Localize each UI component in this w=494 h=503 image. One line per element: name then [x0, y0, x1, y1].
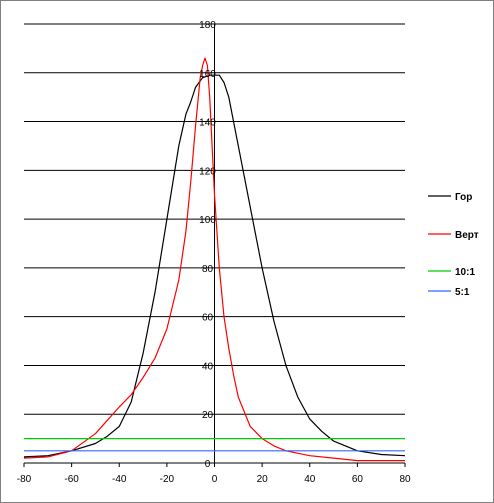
y-tick-label-120: 120: [199, 166, 216, 177]
axes: [23, 24, 406, 467]
y-tick-label-160: 160: [199, 69, 216, 80]
series-line-0: [23, 74, 406, 458]
y-tick-label-100: 100: [199, 215, 216, 226]
x-tick-label--80: -80: [17, 474, 32, 485]
legend: Гор Верт 10:1 5:1: [428, 192, 479, 298]
legend-label-0: Гор: [455, 192, 472, 203]
y-tick-label-80: 80: [202, 264, 214, 275]
series-layer: [23, 57, 406, 462]
y-tick-label-180: 180: [199, 20, 216, 31]
y-tick-label-140: 140: [199, 118, 216, 129]
y-tick-label-40: 40: [202, 361, 214, 372]
legend-label-3: 5:1: [455, 287, 470, 298]
y-tick-label-20: 20: [202, 410, 214, 421]
y-tick-label-60: 60: [202, 313, 214, 324]
y-tick-label-0: 0: [205, 459, 211, 470]
x-tick-label--40: -40: [112, 474, 127, 485]
x-tick-label-20: 20: [257, 474, 269, 485]
x-tick-label--20: -20: [160, 474, 175, 485]
legend-label-2: 10:1: [455, 267, 475, 278]
series-line-1: [23, 57, 405, 462]
x-tick-label-0: 0: [212, 474, 218, 485]
legend-label-1: Верт: [455, 230, 479, 241]
x-tick-label-80: 80: [399, 474, 411, 485]
x-tick-label-60: 60: [352, 474, 364, 485]
tick-labels: 0 20 40 60 80 100 120 140 160 180 -80 -60 -40 -20 0 20 4…: [17, 20, 411, 485]
x-tick-label-40: 40: [304, 474, 316, 485]
x-tick-label--60: -60: [64, 474, 79, 485]
